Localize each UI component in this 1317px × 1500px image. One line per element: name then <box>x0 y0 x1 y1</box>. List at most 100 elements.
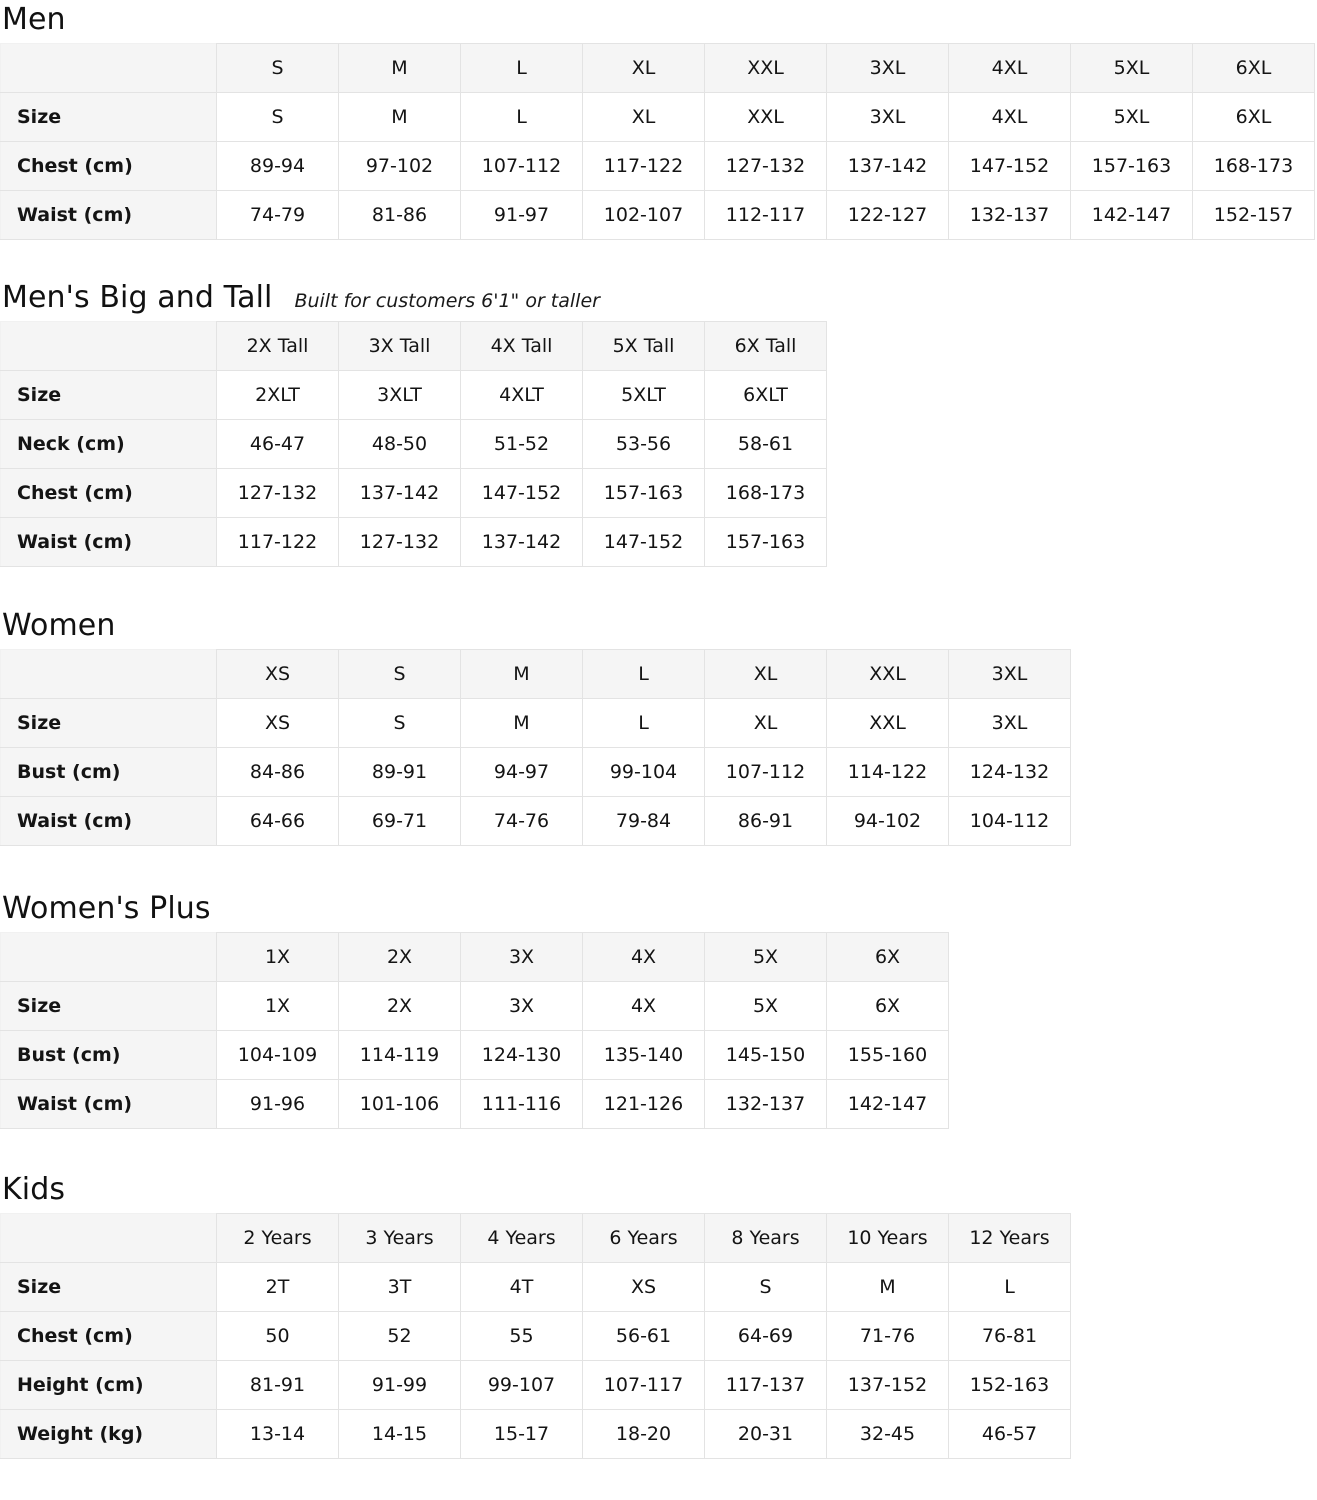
measurement-cell: 147-152 <box>948 141 1071 191</box>
column-header: 6X <box>826 932 949 982</box>
table-row: Height (cm) 81-91 91-99 99-107 107-117 117-13… <box>0 1360 1071 1410</box>
measurement-cell: S <box>338 698 461 748</box>
row-label: Size <box>0 1262 217 1312</box>
table-row: Weight (kg) 13-14 14-15 15-17 18-20 20-31 32-4… <box>0 1409 1071 1459</box>
size-section: Women's Plus 1X 2X 3X 4X 5X 6X Size 1X 2X 3X 4X 5X 6X… <box>0 892 1317 1129</box>
measurement-cell: 76-81 <box>948 1311 1071 1361</box>
measurement-cell: L <box>582 698 705 748</box>
section-header: Women's Plus <box>0 892 1317 932</box>
measurement-cell: 4XLT <box>460 370 583 420</box>
measurement-cell: 127-132 <box>704 141 827 191</box>
measurement-cell: 107-112 <box>704 747 827 797</box>
measurement-cell: 102-107 <box>582 190 705 240</box>
measurement-cell: 157-163 <box>582 468 705 518</box>
measurement-cell: 6X <box>826 981 949 1031</box>
row-label: Waist (cm) <box>0 517 217 567</box>
table-row: Waist (cm) 64-66 69-71 74-76 79-84 86-91 94-10… <box>0 796 1071 846</box>
measurement-cell: 69-71 <box>338 796 461 846</box>
row-label: Size <box>0 370 217 420</box>
measurement-cell: 132-137 <box>704 1079 827 1129</box>
size-chart-page: Men S M L XL XXL 3XL 4XL 5XL 6XL Size S M L XL XXL 3XL 4X… <box>0 3 1317 1459</box>
measurement-cell: 3T <box>338 1262 461 1312</box>
measurement-cell: 112-117 <box>704 190 827 240</box>
measurement-cell: 142-147 <box>826 1079 949 1129</box>
size-table: XS S M L XL XXL 3XL Size XS S M L XL XXL 3XL Bust (cm) 8… <box>0 649 1071 846</box>
column-header: XXL <box>704 43 827 93</box>
section-title: Kids <box>2 1172 66 1207</box>
row-label: Waist (cm) <box>0 1079 217 1129</box>
column-header: 6 Years <box>582 1213 705 1263</box>
measurement-cell: 5XLT <box>582 370 705 420</box>
table-corner-cell <box>0 43 217 93</box>
measurement-cell: 79-84 <box>582 796 705 846</box>
size-table: 2X Tall 3X Tall 4X Tall 5X Tall 6X Tall Size 2… <box>0 321 827 567</box>
measurement-cell: 48-50 <box>338 419 461 469</box>
measurement-cell: 1X <box>216 981 339 1031</box>
measurement-cell: 99-107 <box>460 1360 583 1410</box>
row-label: Size <box>0 698 217 748</box>
column-header: 1X <box>216 932 339 982</box>
column-header: 2 Years <box>216 1213 339 1263</box>
measurement-cell: 56-61 <box>582 1311 705 1361</box>
column-header: 6X Tall <box>704 321 827 371</box>
measurement-cell: 155-160 <box>826 1030 949 1080</box>
measurement-cell: 135-140 <box>582 1030 705 1080</box>
size-section: Men's Big and Tall Built for customers 6'… <box>0 281 1317 567</box>
measurement-cell: 114-119 <box>338 1030 461 1080</box>
section-title: Women <box>2 608 116 643</box>
table-corner-cell <box>0 649 217 699</box>
measurement-cell: M <box>826 1262 949 1312</box>
table-row: Size 2T 3T 4T XS S M L <box>0 1262 1071 1312</box>
measurement-cell: XXL <box>826 698 949 748</box>
measurement-cell: L <box>948 1262 1071 1312</box>
measurement-cell: 6XLT <box>704 370 827 420</box>
measurement-cell: 64-69 <box>704 1311 827 1361</box>
measurement-cell: 4X <box>582 981 705 1031</box>
size-table: 2 Years 3 Years 4 Years 6 Years 8 Years 10 Ye… <box>0 1213 1071 1459</box>
section-gap <box>0 846 1317 892</box>
column-header: S <box>338 649 461 699</box>
row-label: Height (cm) <box>0 1360 217 1410</box>
row-label: Weight (kg) <box>0 1409 217 1459</box>
measurement-cell: 74-76 <box>460 796 583 846</box>
size-table: S M L XL XXL 3XL 4XL 5XL 6XL Size S M L XL XXL 3XL 4XL 5X… <box>0 43 1315 240</box>
row-label: Size <box>0 981 217 1031</box>
table-header-row: 2 Years 3 Years 4 Years 6 Years 8 Years 10 Ye… <box>0 1213 1071 1263</box>
measurement-cell: 32-45 <box>826 1409 949 1459</box>
table-corner-cell <box>0 1213 217 1263</box>
row-label: Waist (cm) <box>0 796 217 846</box>
measurement-cell: 111-116 <box>460 1079 583 1129</box>
measurement-cell: 114-122 <box>826 747 949 797</box>
column-header: 3XL <box>826 43 949 93</box>
measurement-cell: 124-132 <box>948 747 1071 797</box>
measurement-cell: 94-97 <box>460 747 583 797</box>
measurement-cell: 46-57 <box>948 1409 1071 1459</box>
measurement-cell: 81-91 <box>216 1360 339 1410</box>
measurement-cell: 71-76 <box>826 1311 949 1361</box>
measurement-cell: 147-152 <box>460 468 583 518</box>
column-header: XXL <box>826 649 949 699</box>
measurement-cell: 3XL <box>826 92 949 142</box>
measurement-cell: 89-91 <box>338 747 461 797</box>
column-header: 5XL <box>1070 43 1193 93</box>
column-header: L <box>582 649 705 699</box>
measurement-cell: 142-147 <box>1070 190 1193 240</box>
measurement-cell: M <box>460 698 583 748</box>
row-label: Waist (cm) <box>0 190 217 240</box>
measurement-cell: XS <box>582 1262 705 1312</box>
measurement-cell: 84-86 <box>216 747 339 797</box>
row-label: Bust (cm) <box>0 1030 217 1080</box>
measurement-cell: 15-17 <box>460 1409 583 1459</box>
table-corner-cell <box>0 321 217 371</box>
measurement-cell: 168-173 <box>1192 141 1315 191</box>
column-header: M <box>460 649 583 699</box>
measurement-cell: 6XL <box>1192 92 1315 142</box>
measurement-cell: 2XLT <box>216 370 339 420</box>
measurement-cell: 4XL <box>948 92 1071 142</box>
size-table: 1X 2X 3X 4X 5X 6X Size 1X 2X 3X 4X 5X 6X Bust (cm) 104… <box>0 932 949 1129</box>
column-header: M <box>338 43 461 93</box>
section-header: Men's Big and Tall Built for customers 6'… <box>0 281 1317 321</box>
section-header: Kids <box>0 1173 1317 1213</box>
measurement-cell: 94-102 <box>826 796 949 846</box>
measurement-cell: 52 <box>338 1311 461 1361</box>
